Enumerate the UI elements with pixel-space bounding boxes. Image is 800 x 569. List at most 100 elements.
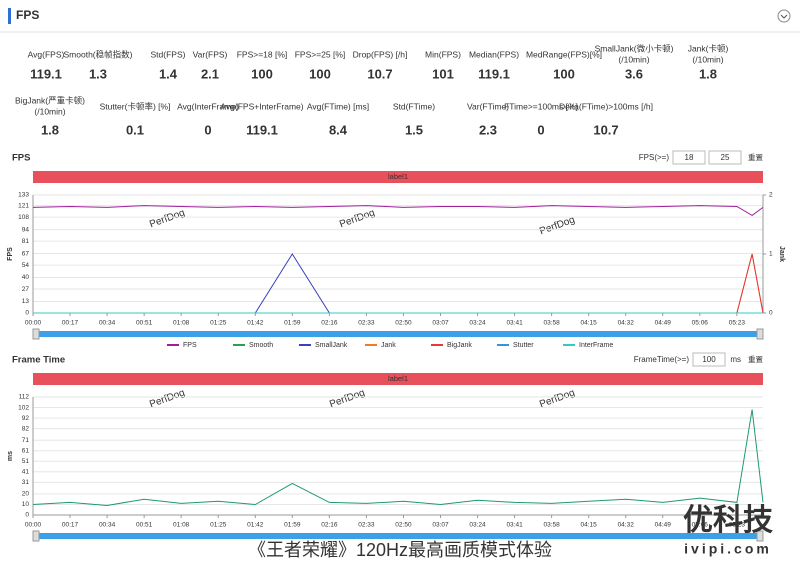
stat-label: Median(FPS) — [469, 49, 519, 59]
y-tick-label: 121 — [18, 202, 29, 209]
series-line — [32, 409, 764, 507]
stat-label: MedRange(FPS)[%] — [526, 49, 602, 59]
x-tick-label: 04:32 — [618, 320, 635, 327]
logo-name: 优科技 — [683, 504, 773, 537]
x-tick-label: 00:34 — [99, 320, 116, 327]
caption: 《王者荣耀》120Hz最高画质模式体验 — [248, 540, 552, 560]
x-tick-label: 05:23 — [729, 320, 746, 327]
stat-label: Smooth(稳帧指数) — [64, 49, 133, 59]
y-tick-label: 67 — [22, 250, 30, 257]
x-tick-label: 04:49 — [655, 320, 672, 327]
x-tick-label: 03:07 — [432, 522, 449, 529]
slider-handle-left[interactable] — [32, 530, 40, 542]
y-axis-label: ms — [7, 451, 14, 461]
stat-value: 119.1 — [30, 66, 62, 81]
stat-value: 10.7 — [367, 66, 392, 81]
reset-link[interactable]: 重置 — [748, 153, 763, 162]
chart-title: Frame Time — [12, 355, 65, 366]
stat-value: 2.3 — [479, 122, 497, 137]
threshold-value: 18 — [685, 153, 694, 162]
collapse-button[interactable] — [777, 9, 791, 23]
y-tick-label: 92 — [22, 415, 30, 422]
stat-label: Avg(FPS) — [28, 49, 65, 59]
legend-label[interactable]: FPS — [183, 342, 197, 349]
stat-label: Std(FPS) — [151, 49, 186, 59]
threshold-input[interactable] — [708, 150, 742, 165]
threshold-value: 100 — [702, 355, 716, 364]
y-tick-label: 51 — [22, 458, 30, 465]
y-tick-label: 20 — [22, 491, 30, 498]
slider-handle-right[interactable] — [756, 530, 764, 542]
stat-label: Std(FTime) — [393, 101, 435, 111]
stat-value: 3.6 — [625, 66, 643, 81]
x-tick-label: 03:58 — [543, 522, 560, 529]
y-tick-label: 31 — [22, 479, 30, 486]
x-tick-label: 00:51 — [136, 522, 153, 529]
stat-value: 100 — [251, 66, 273, 81]
stat-value: 101 — [432, 66, 454, 81]
threshold-label: FrameTime(>=) — [634, 355, 690, 364]
header-accent — [8, 8, 11, 24]
x-tick-label: 03:58 — [543, 320, 560, 327]
stat-value: 10.7 — [593, 122, 618, 137]
legend-label[interactable]: SmallJank — [315, 342, 348, 349]
x-tick-label: 02:50 — [395, 522, 412, 529]
legend-label[interactable]: InterFrame — [579, 342, 613, 349]
x-tick-label: 02:16 — [321, 320, 338, 327]
y-tick-label: 71 — [22, 437, 30, 444]
stat-label: FPS>=25 [%] — [295, 49, 346, 59]
stat-label: Avg(FPS+InterFrame) — [220, 101, 303, 111]
slider-handle-right[interactable] — [756, 328, 764, 340]
x-tick-label: 05:23 — [729, 522, 746, 529]
chart-title: FPS — [12, 153, 30, 164]
x-tick-label: 00:17 — [62, 320, 79, 327]
x-tick-label: 01:25 — [210, 320, 227, 327]
threshold-input[interactable] — [672, 150, 706, 165]
x-tick-label: 00:00 — [25, 522, 42, 529]
x-tick-label: 02:33 — [358, 522, 375, 529]
y-tick-label: 0 — [25, 512, 29, 519]
unit-label: ms — [730, 355, 741, 364]
stat-label: Stutter(卡顿率) [%] — [100, 101, 171, 111]
stat-value: 0 — [204, 122, 211, 137]
legend-label[interactable]: Jank — [381, 342, 396, 349]
threshold-input[interactable] — [692, 352, 726, 367]
label-band-text: label1 — [388, 172, 408, 181]
x-tick-label: 00:34 — [99, 522, 116, 529]
stat-label: Avg(InterFrame) — [177, 101, 239, 111]
x-tick-label: 02:16 — [321, 522, 338, 529]
x-tick-label: 01:08 — [173, 522, 190, 529]
x-tick-label: 03:41 — [506, 320, 523, 327]
y-tick-label: 81 — [22, 238, 30, 245]
x-tick-label: 01:42 — [247, 522, 264, 529]
y-tick-label: 133 — [18, 192, 29, 199]
range-slider-track — [33, 331, 763, 337]
stat-label: Var(FPS) — [193, 49, 228, 59]
x-tick-label: 00:00 — [25, 320, 42, 327]
stat-label: Var(FTime) — [467, 101, 509, 111]
x-tick-label: 01:25 — [210, 522, 227, 529]
stat-value: 119.1 — [246, 122, 278, 137]
x-tick-label: 03:07 — [432, 320, 449, 327]
legend-label[interactable]: Smooth — [249, 342, 273, 349]
y-tick-label: 102 — [18, 404, 29, 411]
x-tick-label: 04:32 — [618, 522, 635, 529]
stat-label: (/10min) — [34, 106, 65, 116]
series-line — [32, 205, 764, 216]
stat-label: Delta(FTime)>100ms [/h] — [559, 101, 653, 111]
stat-label: Min(FPS) — [425, 49, 461, 59]
y-tick-label: 61 — [22, 447, 30, 454]
stat-value: 1.8 — [41, 122, 59, 137]
y-tick-label: 10 — [22, 501, 30, 508]
y-tick-label: 0 — [25, 310, 29, 317]
slider-handle-left[interactable] — [32, 328, 40, 340]
x-tick-label: 00:17 — [62, 522, 79, 529]
legend-label[interactable]: Stutter — [513, 342, 534, 349]
legend-label[interactable]: BigJank — [447, 342, 472, 349]
stat-value: 0.1 — [126, 122, 144, 137]
x-tick-label: 01:42 — [247, 320, 264, 327]
reset-link[interactable]: 重置 — [748, 355, 763, 364]
y-tick-label: 94 — [22, 226, 30, 233]
x-tick-label: 04:15 — [581, 320, 598, 327]
